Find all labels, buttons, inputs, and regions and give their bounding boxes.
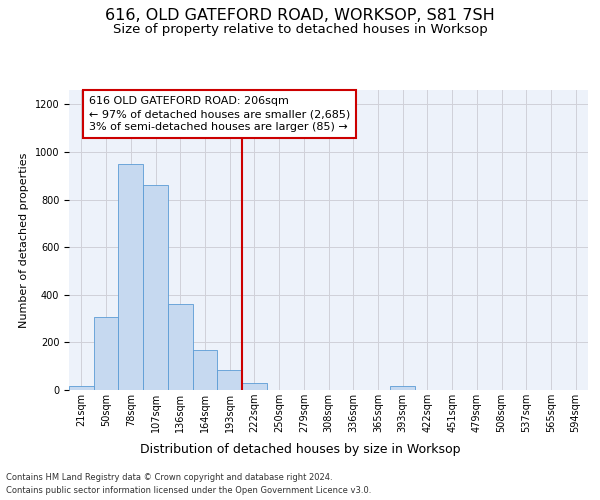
Bar — [94, 318, 118, 390]
Text: Contains HM Land Registry data © Crown copyright and database right 2024.
Contai: Contains HM Land Registry data © Crown c… — [6, 474, 371, 495]
Bar — [242, 383, 267, 390]
Bar — [193, 350, 217, 390]
Bar — [69, 386, 94, 390]
Text: 616, OLD GATEFORD ROAD, WORKSOP, S81 7SH: 616, OLD GATEFORD ROAD, WORKSOP, S81 7SH — [105, 8, 495, 22]
Bar — [217, 370, 242, 390]
Y-axis label: Number of detached properties: Number of detached properties — [19, 152, 29, 328]
Bar — [390, 386, 415, 390]
Bar — [168, 304, 193, 390]
Bar — [118, 164, 143, 390]
Bar — [143, 185, 168, 390]
Text: Distribution of detached houses by size in Worksop: Distribution of detached houses by size … — [140, 442, 460, 456]
Text: Size of property relative to detached houses in Worksop: Size of property relative to detached ho… — [113, 22, 487, 36]
Text: 616 OLD GATEFORD ROAD: 206sqm
← 97% of detached houses are smaller (2,685)
3% of: 616 OLD GATEFORD ROAD: 206sqm ← 97% of d… — [89, 96, 350, 132]
